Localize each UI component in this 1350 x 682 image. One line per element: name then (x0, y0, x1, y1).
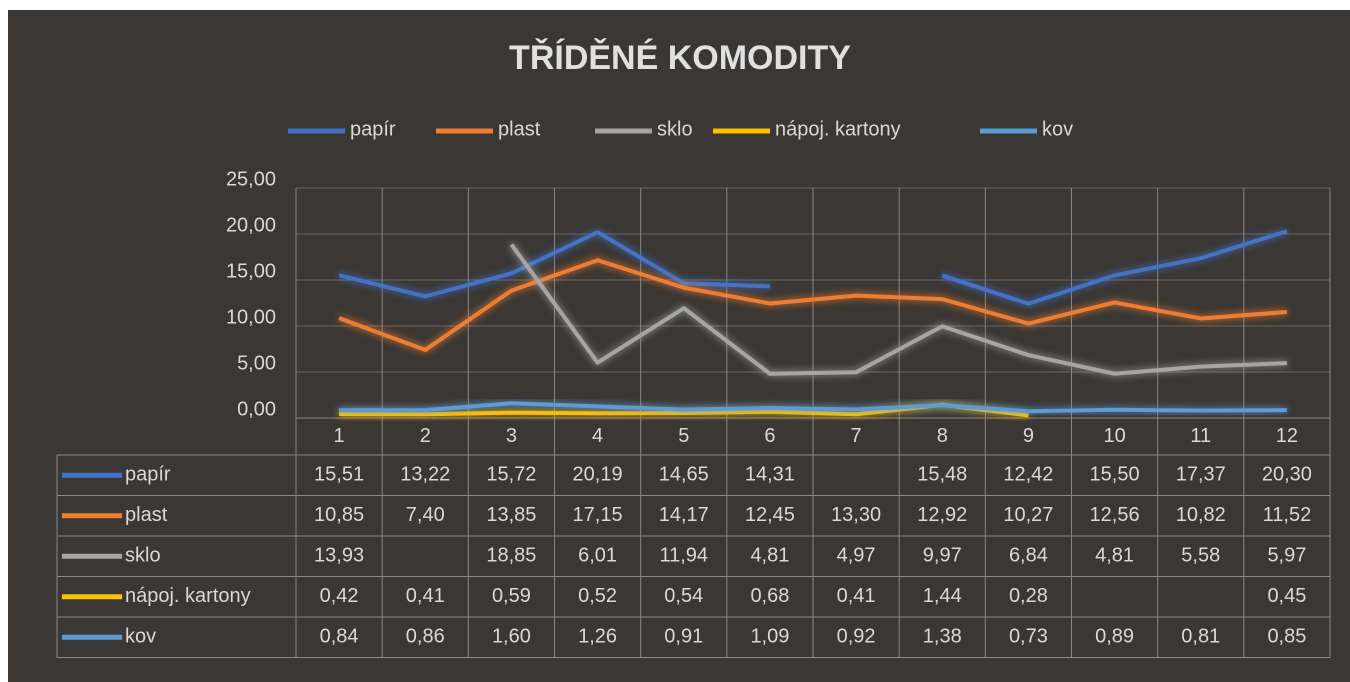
legend-label: kov (1042, 118, 1073, 140)
y-tick-label: 15,00 (226, 260, 276, 282)
y-tick-label: 20,00 (226, 214, 276, 236)
table-cell: 10,85 (314, 504, 364, 526)
table-cell: 5,97 (1267, 545, 1306, 567)
table-cell: 0,59 (492, 585, 531, 607)
series-line (509, 243, 1288, 376)
x-tick-label: 9 (1023, 425, 1034, 447)
table-cell: 0,42 (320, 585, 359, 607)
table-cell: 14,17 (659, 504, 709, 526)
legend-label: nápoj. kartony (775, 118, 901, 140)
table-row-label: nápoj. kartony (125, 585, 251, 607)
table-cell: 15,50 (1090, 464, 1140, 486)
y-tick-label: 0,00 (237, 398, 276, 420)
table-cell: 13,30 (831, 504, 881, 526)
table-cell: 4,97 (837, 545, 876, 567)
series-line (338, 258, 1288, 352)
table-cell: 1,38 (923, 626, 962, 648)
table-cell: 7,40 (406, 504, 445, 526)
table-row-label: plast (125, 504, 168, 526)
table-cell: 11,94 (659, 545, 708, 567)
x-tick-label: 2 (420, 425, 431, 447)
table-cell: 6,84 (1009, 545, 1048, 567)
chart-title: TŘÍDĚNÉ KOMODITY (509, 39, 851, 77)
table-row-label: sklo (125, 545, 161, 567)
x-tick-label: 11 (1190, 425, 1211, 447)
table-cell: 0,41 (837, 585, 876, 607)
table-cell: 15,48 (917, 464, 967, 486)
table-cell: 0,28 (1009, 585, 1048, 607)
table-cell: 4,81 (750, 545, 789, 567)
table-cell: 1,60 (492, 626, 531, 648)
table-cell: 0,73 (1009, 626, 1048, 648)
table-cell: 0,85 (1267, 626, 1306, 648)
x-tick-label: 1 (334, 425, 345, 447)
table-cell: 0,86 (406, 626, 445, 648)
table-row-label: kov (125, 626, 156, 648)
table-cell: 0,92 (837, 626, 876, 648)
x-tick-label: 7 (851, 425, 862, 447)
table-cell: 14,65 (659, 464, 709, 486)
series-line (338, 229, 1288, 306)
x-tick-label: 6 (764, 425, 775, 447)
y-tick-label: 25,00 (226, 168, 276, 190)
table-cell: 9,97 (923, 545, 962, 567)
x-tick-label: 5 (678, 425, 689, 447)
table-cell: 4,81 (1095, 545, 1134, 567)
table-cell: 11,52 (1263, 504, 1312, 526)
table-cell: 0,54 (664, 585, 703, 607)
table-cell: 5,58 (1181, 545, 1220, 567)
table-cell: 0,84 (320, 626, 359, 648)
table-cell: 13,22 (400, 464, 450, 486)
table-cell: 10,82 (1176, 504, 1226, 526)
table-cell: 13,93 (314, 545, 364, 567)
table-cell: 17,37 (1176, 464, 1226, 486)
table-cell: 1,44 (923, 585, 962, 607)
table-cell: 0,81 (1181, 626, 1220, 648)
x-tick-label: 12 (1276, 425, 1298, 447)
table-cell: 18,85 (486, 545, 536, 567)
table-cell: 0,68 (750, 585, 789, 607)
table-cell: 1,09 (750, 626, 789, 648)
table-cell: 12,45 (745, 504, 795, 526)
x-tick-label: 4 (592, 425, 603, 447)
y-tick-label: 10,00 (226, 306, 276, 328)
legend-label: plast (498, 118, 541, 140)
table-cell: 14,31 (745, 464, 795, 486)
table-cell: 13,85 (486, 504, 536, 526)
table-cell: 15,72 (486, 464, 536, 486)
table-cell: 15,51 (314, 464, 364, 486)
table-cell: 0,41 (406, 585, 445, 607)
table-cell: 12,42 (1003, 464, 1053, 486)
table-cell: 17,15 (573, 504, 623, 526)
y-tick-label: 5,00 (237, 352, 276, 374)
table-cell: 20,19 (573, 464, 623, 486)
table-cell: 0,45 (1267, 585, 1306, 607)
chart-background (8, 10, 1350, 682)
table-cell: 0,91 (664, 626, 703, 648)
table-cell: 10,27 (1003, 504, 1053, 526)
table-cell: 12,56 (1090, 504, 1140, 526)
table-row-label: papír (125, 464, 171, 486)
table-cell: 1,26 (578, 626, 617, 648)
legend-label: sklo (657, 118, 693, 140)
x-tick-label: 3 (506, 425, 517, 447)
table-cell: 20,30 (1262, 464, 1312, 486)
x-tick-label: 8 (937, 425, 948, 447)
x-tick-label: 10 (1103, 425, 1125, 447)
legend-label: papír (350, 118, 396, 140)
table-cell: 12,92 (917, 504, 967, 526)
table-cell: 0,89 (1095, 626, 1134, 648)
table-cell: 6,01 (578, 545, 617, 567)
series-line (339, 401, 1287, 414)
table-cell: 0,52 (578, 585, 617, 607)
